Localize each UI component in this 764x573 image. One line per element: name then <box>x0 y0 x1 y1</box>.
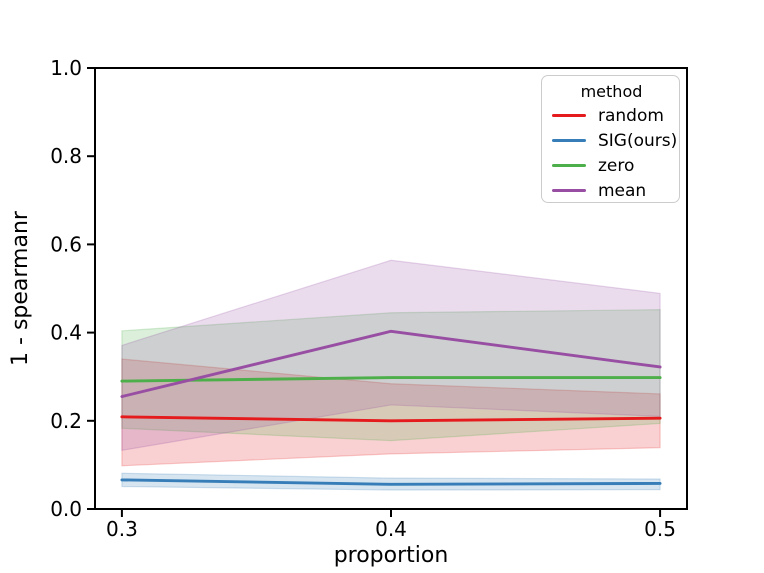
legend-item-zero: zero <box>552 153 671 178</box>
legend-title: method <box>580 82 643 101</box>
y-tick-label: 0.0 <box>50 497 82 521</box>
series-line-mean <box>120 329 662 398</box>
y-tick-label: 0.4 <box>50 321 82 345</box>
x-tick-label: 0.3 <box>106 517 138 541</box>
y-tick-label: 0.2 <box>50 409 82 433</box>
legend-label: SIG(ours) <box>598 130 678 151</box>
legend-label: mean <box>598 180 647 201</box>
series-line-random <box>120 415 662 423</box>
x-tick-label: 0.5 <box>644 517 676 541</box>
y-tick-label: 0.8 <box>50 144 82 168</box>
x-tick-label: 0.4 <box>375 517 407 541</box>
legend-label: zero <box>598 155 635 176</box>
legend-item-sig-ours: SIG(ours) <box>552 128 677 153</box>
series-line-sig-ours <box>120 478 662 486</box>
series-band-zero <box>121 309 661 442</box>
y-axis-label: 1 - spearmanr <box>8 210 33 366</box>
legend-label: random <box>598 105 664 126</box>
legend-line-swatch-sig-ours <box>552 139 586 142</box>
series-line-zero <box>120 376 662 383</box>
y-tick-label: 0.6 <box>50 232 82 256</box>
legend: method random SIG(ours) zero mean <box>541 75 680 203</box>
legend-item-random: random <box>552 103 671 128</box>
series-band-sig-ours <box>121 472 661 491</box>
legend-line-swatch-random <box>552 114 586 117</box>
series-band-random <box>121 358 661 467</box>
legend-line-swatch-zero <box>552 164 586 167</box>
legend-line-swatch-mean <box>552 189 586 192</box>
y-tick-label: 1.0 <box>50 56 82 80</box>
legend-item-mean: mean <box>552 178 671 203</box>
series-band-mean <box>121 259 661 452</box>
legend-items: random SIG(ours) zero mean <box>552 103 677 203</box>
x-axis-label: proportion <box>334 543 449 568</box>
